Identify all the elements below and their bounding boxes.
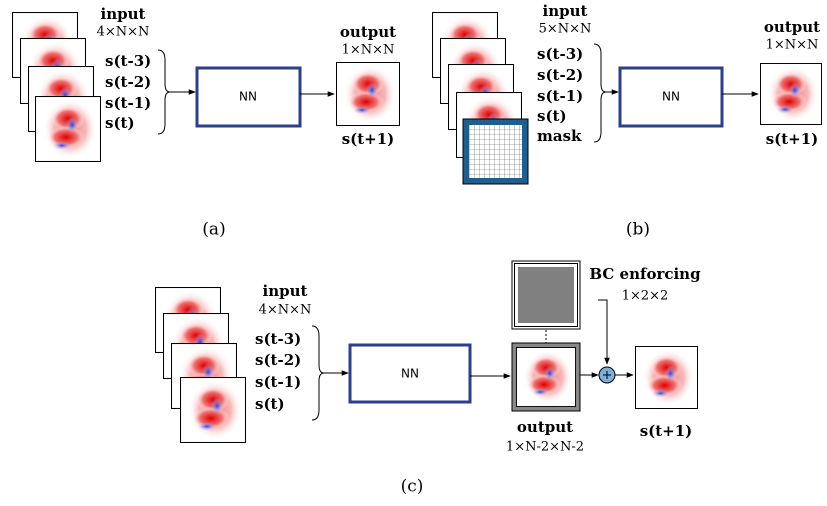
brace bbox=[157, 49, 171, 135]
input-title: input bbox=[263, 282, 308, 300]
nn-box bbox=[348, 343, 472, 404]
result-frame bbox=[635, 345, 698, 410]
nn-box bbox=[195, 66, 302, 128]
input-title: input bbox=[543, 2, 588, 20]
nn-box bbox=[618, 66, 724, 128]
bc-title: BC enforcing bbox=[589, 265, 701, 283]
input-label: s(t-2) bbox=[537, 66, 583, 84]
output-frame bbox=[760, 62, 822, 126]
caption: (b) bbox=[626, 220, 650, 240]
bc-shape: 1×2×2 bbox=[622, 289, 669, 304]
input-label: s(t-2) bbox=[255, 351, 301, 369]
input-shape: 4×N×N bbox=[97, 25, 150, 40]
input-title: input bbox=[101, 5, 146, 23]
nn-label: NN bbox=[239, 90, 257, 104]
panel-c: input 4×N×N s(t-3) s(t-2) s(t-1) s(t) NN… bbox=[155, 260, 701, 497]
nn-label: NN bbox=[401, 367, 419, 381]
input-label: s(t-1) bbox=[537, 87, 583, 105]
mask-grid bbox=[469, 125, 522, 178]
output-title: output bbox=[340, 23, 396, 41]
output-shape: 1×N×N bbox=[766, 38, 819, 53]
bc-fill bbox=[518, 267, 574, 323]
output-frame bbox=[516, 347, 576, 407]
brace bbox=[311, 325, 325, 421]
result-label: s(t+1) bbox=[766, 130, 819, 148]
input-label: s(t-2) bbox=[105, 73, 151, 91]
input-label: s(t) bbox=[105, 114, 135, 132]
plus bbox=[603, 371, 611, 379]
input-label: mask bbox=[537, 127, 582, 145]
output-shape: 1×N×N bbox=[342, 43, 395, 58]
output-title: output bbox=[764, 18, 820, 36]
input-label: s(t-3) bbox=[255, 330, 301, 348]
caption: (a) bbox=[202, 220, 225, 240]
input-label: s(t-3) bbox=[105, 52, 151, 70]
caption: (c) bbox=[401, 477, 424, 497]
input-label: s(t-3) bbox=[537, 45, 583, 63]
input-label: s(t) bbox=[255, 395, 285, 413]
output-frame bbox=[336, 62, 400, 126]
input-label: s(t-1) bbox=[105, 94, 151, 112]
output-title: output bbox=[517, 418, 573, 436]
panel-b: input 5×N×N s(t-3) s(t-2) s(t-1) s(t) ma… bbox=[432, 2, 822, 240]
panel-a: input 4×N×N s(t-3) s(t-2) s(t-1) s(t) NN… bbox=[12, 5, 400, 240]
input-label: s(t-1) bbox=[255, 373, 301, 391]
frame bbox=[180, 376, 246, 444]
result-label: s(t+1) bbox=[342, 130, 395, 148]
input-shape: 5×N×N bbox=[539, 22, 592, 37]
arrow bbox=[598, 299, 610, 365]
output-shape: 1×N-2×N-2 bbox=[506, 440, 584, 455]
input-shape: 4×N×N bbox=[259, 303, 312, 318]
input-label: s(t) bbox=[537, 107, 567, 125]
nn-label: NN bbox=[662, 90, 680, 104]
frame bbox=[35, 96, 101, 162]
result-label: s(t+1) bbox=[640, 422, 693, 440]
brace bbox=[593, 43, 607, 143]
